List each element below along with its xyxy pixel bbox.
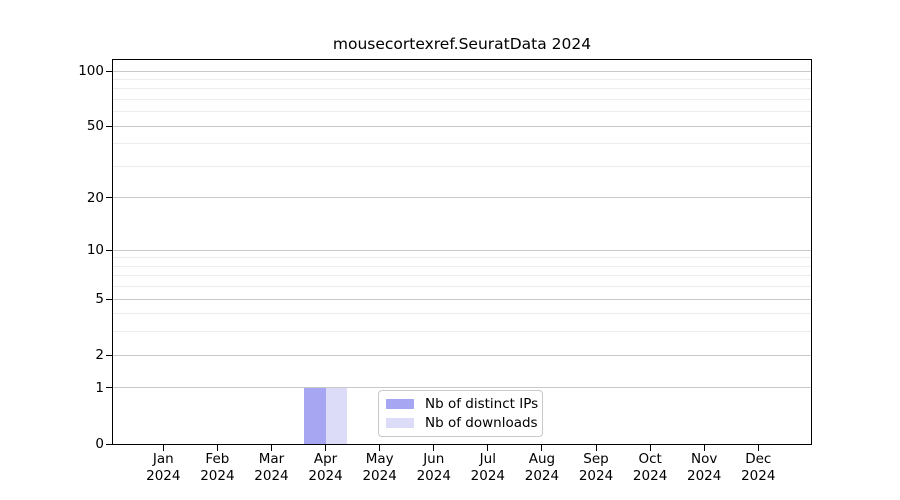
x-tick-year: 2024 bbox=[470, 468, 505, 484]
gridline-minor bbox=[113, 165, 811, 167]
bar-distinct-ips bbox=[304, 387, 326, 444]
y-tick-mark bbox=[106, 354, 112, 356]
y-tick-mark bbox=[106, 443, 112, 445]
x-tick-mark bbox=[325, 445, 327, 451]
x-tick-label: Mar 2024 bbox=[239, 451, 303, 485]
y-tick-label: 5 bbox=[95, 291, 104, 308]
x-tick-mark bbox=[541, 445, 543, 451]
x-tick-month: Nov bbox=[691, 451, 718, 467]
y-tick-label: 100 bbox=[78, 63, 104, 79]
y-tick-label: 10 bbox=[86, 242, 104, 259]
x-tick-mark bbox=[216, 445, 218, 451]
gridline-major bbox=[113, 298, 811, 300]
x-tick-month: Jun bbox=[423, 451, 445, 467]
y-tick-mark bbox=[106, 197, 112, 199]
x-tick-label: Feb 2024 bbox=[185, 451, 249, 485]
legend-item-downloads: Nb of downloads bbox=[385, 415, 538, 432]
x-tick-year: 2024 bbox=[308, 468, 343, 484]
x-tick-month: Feb bbox=[205, 451, 230, 467]
gridline-minor bbox=[113, 265, 811, 267]
legend-label-distinct-ips: Nb of distinct IPs bbox=[425, 395, 539, 412]
x-tick-month: Jan bbox=[152, 451, 174, 467]
chart-title: mousecortexref.SeuratData 2024 bbox=[332, 35, 592, 53]
gridline-minor bbox=[113, 98, 811, 100]
gridline-minor bbox=[113, 143, 811, 145]
y-tick-label: 1 bbox=[95, 379, 104, 396]
gridline-minor bbox=[113, 78, 811, 80]
legend-label-downloads: Nb of downloads bbox=[425, 415, 538, 432]
y-tick-label: 50 bbox=[86, 118, 104, 135]
gridline-minor bbox=[113, 257, 811, 259]
gridline-minor bbox=[113, 111, 811, 113]
x-tick-year: 2024 bbox=[632, 468, 668, 484]
gridline-major bbox=[113, 249, 811, 251]
gridline-minor bbox=[113, 88, 811, 90]
x-tick-month: Dec bbox=[745, 451, 772, 467]
gridline-minor bbox=[113, 331, 811, 333]
x-tick-label: Nov 2024 bbox=[672, 451, 736, 485]
x-tick-mark bbox=[595, 445, 597, 451]
x-tick-month: Mar bbox=[258, 451, 285, 467]
y-tick-mark bbox=[106, 125, 112, 127]
x-tick-mark bbox=[270, 445, 272, 451]
x-tick-label: Aug 2024 bbox=[510, 451, 574, 485]
y-tick-label: 2 bbox=[95, 347, 104, 364]
x-tick-mark bbox=[379, 445, 381, 451]
x-tick-label: Jun 2024 bbox=[402, 451, 466, 485]
legend-swatch-downloads bbox=[386, 418, 414, 429]
gridline-major bbox=[113, 354, 811, 356]
x-tick-year: 2024 bbox=[254, 468, 289, 484]
y-tick-label: 20 bbox=[86, 189, 104, 206]
x-tick-month: Apr bbox=[313, 451, 338, 467]
y-tick-mark bbox=[106, 70, 112, 72]
y-tick-label: 0 bbox=[95, 436, 104, 452]
x-tick-mark bbox=[487, 445, 489, 451]
x-tick-year: 2024 bbox=[416, 468, 451, 484]
x-tick-month: Aug bbox=[528, 451, 556, 467]
x-tick-mark bbox=[162, 445, 164, 451]
bar-downloads bbox=[325, 387, 348, 444]
x-tick-mark bbox=[649, 445, 651, 451]
x-tick-year: 2024 bbox=[687, 468, 722, 484]
legend-swatch-distinct-ips bbox=[386, 398, 414, 409]
x-tick-mark bbox=[703, 445, 705, 451]
y-tick-mark bbox=[106, 298, 112, 300]
x-tick-year: 2024 bbox=[578, 468, 614, 484]
gridline-major bbox=[113, 70, 811, 72]
x-tick-year: 2024 bbox=[741, 468, 776, 484]
legend: Nb of distinct IPs Nb of downloads bbox=[378, 390, 543, 437]
x-tick-month: May bbox=[365, 451, 394, 467]
x-tick-mark bbox=[757, 445, 759, 451]
y-tick-mark bbox=[106, 387, 112, 389]
x-tick-year: 2024 bbox=[200, 468, 235, 484]
gridline-major bbox=[113, 125, 811, 127]
x-tick-label: Jul 2024 bbox=[456, 451, 520, 485]
x-tick-month: Oct bbox=[638, 451, 662, 467]
x-tick-label: Dec 2024 bbox=[726, 451, 790, 485]
x-tick-year: 2024 bbox=[362, 468, 397, 484]
x-tick-label: Oct 2024 bbox=[618, 451, 682, 485]
gridline-major bbox=[113, 197, 811, 199]
x-tick-label: Sep 2024 bbox=[564, 451, 628, 485]
gridline-minor bbox=[113, 313, 811, 315]
y-tick-mark bbox=[106, 249, 112, 251]
legend-item-distinct-ips: Nb of distinct IPs bbox=[385, 395, 539, 412]
x-tick-mark bbox=[433, 445, 435, 451]
x-tick-label: May 2024 bbox=[348, 451, 412, 485]
x-tick-label: Jan 2024 bbox=[131, 451, 195, 485]
gridline-minor bbox=[113, 286, 811, 288]
x-tick-label: Apr 2024 bbox=[294, 451, 358, 485]
x-tick-year: 2024 bbox=[524, 468, 560, 484]
gridline-minor bbox=[113, 275, 811, 277]
gridline-major bbox=[113, 387, 811, 389]
x-tick-month: Jul bbox=[479, 451, 496, 467]
x-tick-year: 2024 bbox=[146, 468, 181, 484]
x-tick-month: Sep bbox=[583, 451, 609, 467]
